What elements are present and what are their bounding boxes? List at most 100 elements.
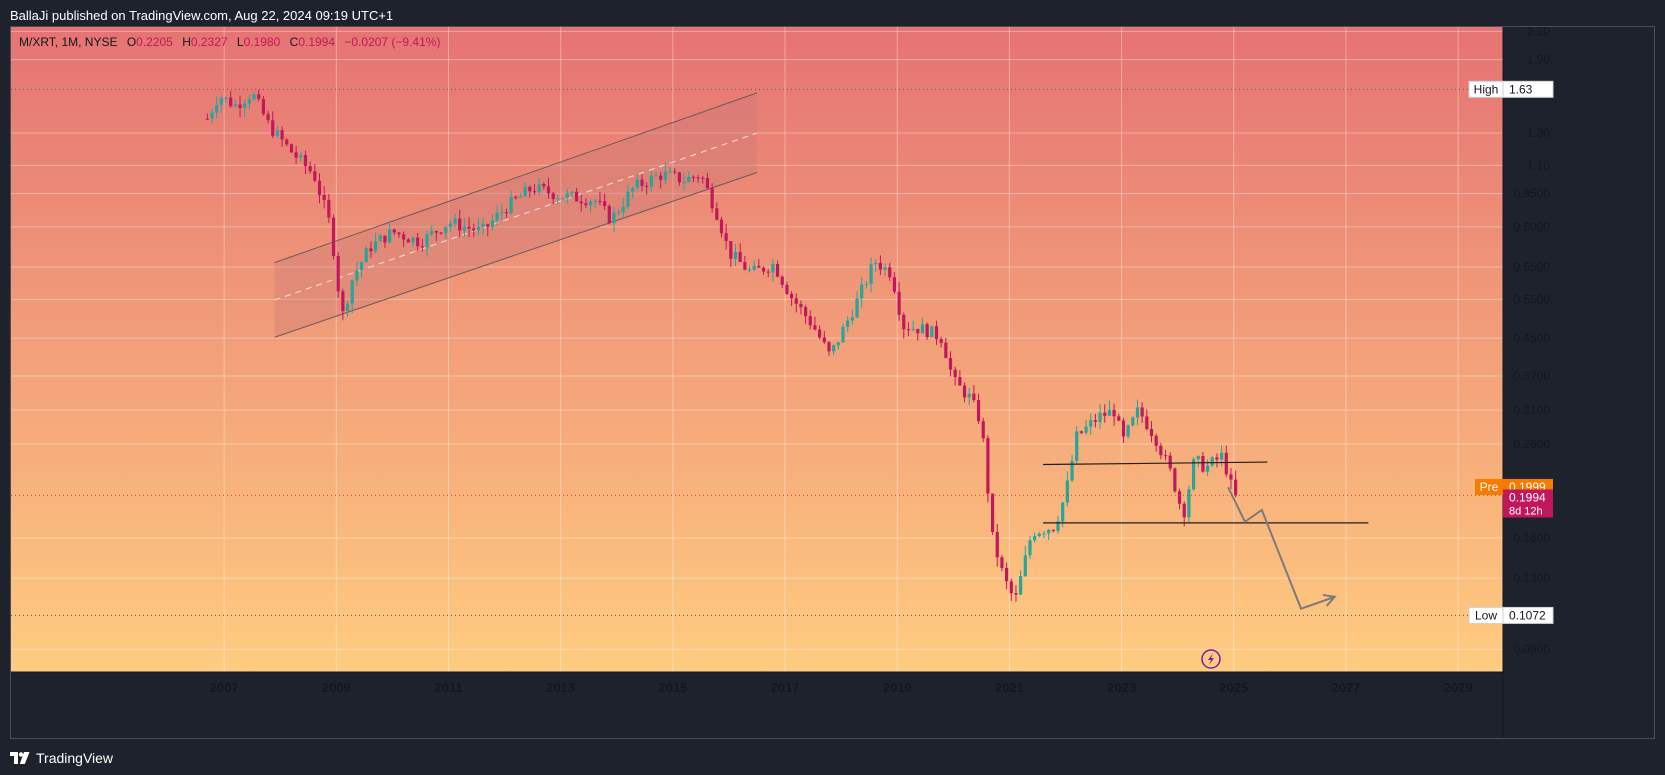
legend-high-value: 0.2327 bbox=[190, 35, 228, 49]
candle-body bbox=[911, 328, 915, 331]
candle-body bbox=[990, 493, 995, 532]
candle-body bbox=[420, 246, 424, 248]
candle-body bbox=[897, 291, 901, 315]
candle-body bbox=[1163, 455, 1168, 457]
price-tick-label: 0.4500 bbox=[1513, 331, 1550, 345]
candle-body bbox=[902, 314, 906, 330]
candle-body bbox=[747, 269, 752, 271]
time-tick-label: 2007 bbox=[210, 680, 239, 695]
candle-body bbox=[710, 188, 714, 209]
candle-body bbox=[705, 177, 710, 189]
candle-body bbox=[771, 264, 775, 273]
legend-low-label: L bbox=[236, 35, 244, 49]
candle-body bbox=[247, 99, 251, 104]
candle-body bbox=[794, 298, 798, 304]
candle-body bbox=[299, 155, 303, 158]
candle-body bbox=[518, 196, 523, 198]
time-tick-label: 2021 bbox=[995, 680, 1024, 695]
price-tick-label: 0.3100 bbox=[1513, 403, 1550, 417]
legend-low-value: 0.1980 bbox=[243, 35, 281, 49]
price-tick-label: 0.1300 bbox=[1513, 571, 1550, 585]
price-chart[interactable]: 2007 2009 2011 2013 2015 2017 2019 2021 2023 2025… bbox=[11, 27, 1655, 739]
price-tick-label: 1.90 bbox=[1527, 53, 1551, 67]
reference-lines bbox=[11, 88, 1503, 616]
candle-body bbox=[677, 172, 682, 183]
candle-body bbox=[579, 201, 583, 204]
legend-open-label: O bbox=[126, 35, 137, 49]
candle-body bbox=[1075, 431, 1079, 462]
candle-body bbox=[565, 193, 569, 199]
candle-body bbox=[1019, 576, 1023, 595]
chart-frame[interactable]: 2007 2009 2011 2013 2015 2017 2019 2021 2023 2025… bbox=[10, 26, 1655, 739]
candle-body bbox=[1229, 474, 1233, 480]
price-tick-label: 0.9500 bbox=[1513, 187, 1550, 201]
candle-body bbox=[729, 241, 733, 259]
candle-body bbox=[1070, 461, 1074, 481]
candle-body bbox=[593, 201, 597, 203]
candle-body bbox=[761, 267, 766, 272]
time-tick-label: 2015 bbox=[658, 680, 687, 695]
candle-body bbox=[1182, 503, 1186, 518]
candle-body bbox=[495, 212, 499, 221]
candle-body bbox=[752, 265, 756, 270]
candle-body bbox=[1028, 540, 1032, 556]
candle-body bbox=[1103, 412, 1107, 416]
candle-body bbox=[317, 180, 322, 195]
candle-body bbox=[383, 235, 387, 243]
candle-body bbox=[860, 284, 864, 299]
candle-body bbox=[953, 369, 957, 378]
channel-mid-line bbox=[274, 132, 758, 301]
projection-arrow bbox=[1227, 486, 1336, 610]
candle-body bbox=[813, 325, 817, 330]
candle-body bbox=[1215, 457, 1219, 460]
candle-body bbox=[341, 291, 345, 312]
candle-body bbox=[617, 212, 621, 214]
candle-body bbox=[1037, 533, 1041, 537]
candle-body bbox=[1135, 407, 1140, 418]
candle-body bbox=[598, 201, 602, 203]
candle-body bbox=[1154, 435, 1158, 446]
candle-body bbox=[934, 326, 939, 340]
last-price-box bbox=[1503, 489, 1553, 518]
price-axis: 2.20 1.90 1.30 1.10 0.9500 0.8000 0.6500 0.5500… bbox=[1502, 27, 1551, 738]
candle-body bbox=[1000, 557, 1004, 568]
candle-body bbox=[659, 175, 663, 180]
candle-body bbox=[1112, 409, 1116, 417]
candle-body bbox=[224, 97, 228, 99]
candle-body bbox=[640, 179, 644, 186]
candle-body bbox=[1201, 455, 1205, 472]
channel-upper-line bbox=[274, 92, 758, 264]
candle-body bbox=[654, 175, 658, 177]
price-tick-label: 0.1600 bbox=[1513, 531, 1550, 545]
candle-body bbox=[925, 324, 929, 338]
time-tick-label: 2011 bbox=[434, 680, 462, 695]
candle-body bbox=[738, 251, 742, 262]
candle-body bbox=[584, 203, 588, 206]
candle-body bbox=[621, 206, 625, 213]
candle-body bbox=[1140, 407, 1144, 417]
candle-body bbox=[467, 226, 471, 229]
price-tick-label: 1.10 bbox=[1527, 158, 1551, 172]
time-axis: 2007 2009 2011 2013 2015 2017 2019 2021 2023 2025… bbox=[11, 671, 1503, 695]
tradingview-logo[interactable]: TradingView bbox=[10, 750, 113, 766]
candle-body bbox=[546, 186, 551, 194]
lightning-icon[interactable] bbox=[1201, 649, 1221, 669]
candle-body bbox=[874, 262, 878, 265]
candle-body bbox=[1159, 445, 1163, 456]
candle-body bbox=[841, 326, 845, 343]
candle-body bbox=[542, 184, 546, 187]
candle-body bbox=[359, 262, 364, 271]
candle-body bbox=[766, 271, 770, 273]
candle-body bbox=[1173, 468, 1177, 492]
candle-body bbox=[1168, 455, 1172, 469]
candle-body bbox=[556, 198, 560, 200]
candle-body bbox=[1187, 489, 1191, 518]
candle-body bbox=[1084, 426, 1088, 433]
candle-body bbox=[1098, 412, 1102, 422]
candle-body bbox=[818, 329, 822, 338]
candle-body bbox=[388, 229, 392, 243]
candle-body bbox=[285, 139, 289, 145]
candle-body bbox=[976, 400, 981, 422]
tag-value-box bbox=[1502, 606, 1554, 624]
candle-body bbox=[1234, 479, 1238, 496]
